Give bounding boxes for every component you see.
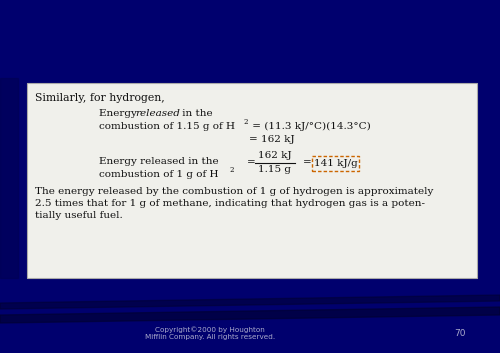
FancyBboxPatch shape: [312, 156, 359, 170]
Text: 70: 70: [454, 329, 466, 337]
Text: 2: 2: [230, 166, 234, 174]
Polygon shape: [0, 295, 500, 309]
Text: combustion of 1.15 g of H: combustion of 1.15 g of H: [99, 122, 235, 131]
Text: 141 kJ/g: 141 kJ/g: [314, 158, 358, 168]
Text: =: =: [303, 158, 312, 168]
Text: The energy released by the combustion of 1 g of hydrogen is approximately: The energy released by the combustion of…: [35, 187, 433, 196]
Text: released: released: [135, 109, 180, 118]
Text: in the: in the: [179, 109, 212, 118]
Text: 1.15 g: 1.15 g: [258, 166, 292, 174]
Text: Energy: Energy: [99, 109, 140, 118]
Text: = (11.3 kJ/°C)(14.3°C): = (11.3 kJ/°C)(14.3°C): [249, 122, 371, 131]
Bar: [0, 78, 18, 278]
Text: combustion of 1 g of H: combustion of 1 g of H: [99, 170, 218, 179]
Text: tially useful fuel.: tially useful fuel.: [35, 211, 123, 220]
Text: Energy released in the: Energy released in the: [99, 157, 218, 166]
Text: Copyright©2000 by Houghton
Mifflin Company. All rights reserved.: Copyright©2000 by Houghton Mifflin Compa…: [145, 326, 275, 340]
Text: Similarly, for hydrogen,: Similarly, for hydrogen,: [35, 93, 165, 103]
Text: = 162 kJ: = 162 kJ: [249, 135, 294, 144]
Text: 2: 2: [244, 118, 248, 126]
Text: 162 kJ: 162 kJ: [258, 151, 292, 161]
Text: 2.5 times that for 1 g of methane, indicating that hydrogen gas is a poten-: 2.5 times that for 1 g of methane, indic…: [35, 199, 425, 208]
FancyBboxPatch shape: [27, 83, 477, 278]
Polygon shape: [0, 307, 500, 323]
Text: =: =: [247, 158, 256, 168]
